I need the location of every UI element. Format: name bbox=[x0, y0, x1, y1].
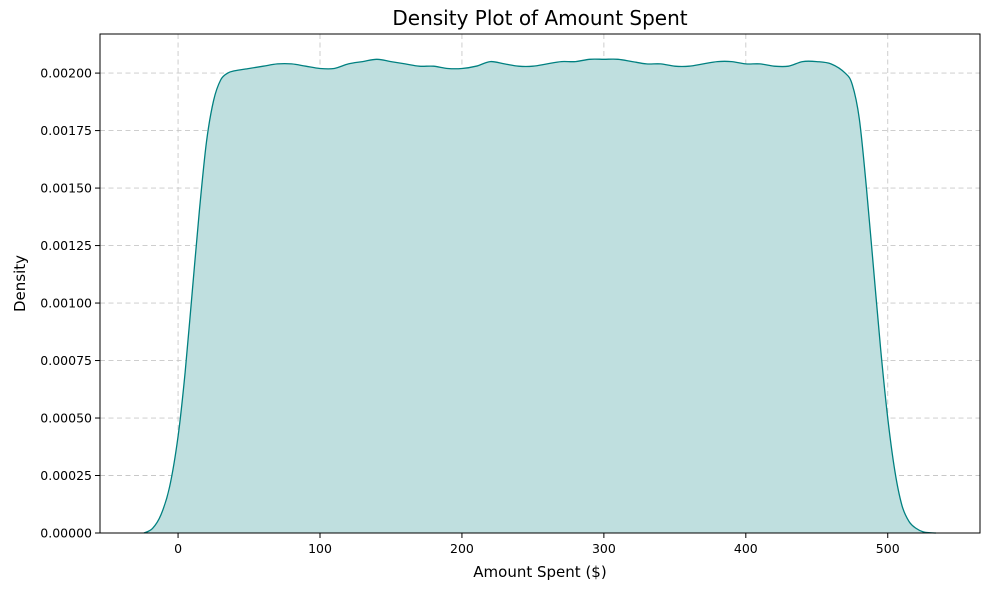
x-tick-label-5: 500 bbox=[876, 541, 900, 556]
y-tick-label-8: 0.00200 bbox=[40, 66, 92, 81]
x-axis-title: Amount Spent ($) bbox=[473, 563, 606, 581]
y-tick-label-3: 0.00075 bbox=[40, 353, 92, 368]
x-tick-label-4: 400 bbox=[734, 541, 758, 556]
chart-title: Density Plot of Amount Spent bbox=[392, 6, 687, 30]
y-tick-label-1: 0.00025 bbox=[40, 468, 92, 483]
density-fill bbox=[144, 59, 936, 533]
y-tick-label-6: 0.00150 bbox=[40, 181, 92, 196]
y-axis-title: Density bbox=[11, 255, 29, 312]
x-axis-ticks: 0 100 200 300 400 500 bbox=[174, 533, 900, 556]
density-line bbox=[143, 58, 937, 534]
density-area bbox=[143, 58, 937, 534]
y-tick-label-2: 0.00050 bbox=[40, 411, 92, 426]
plot-frame bbox=[99, 33, 981, 534]
y-axis-ticks: 0.00000 0.00025 0.00050 0.00075 0.00100 0.001… bbox=[40, 66, 100, 541]
y-tick-label-0: 0.00000 bbox=[40, 526, 92, 541]
x-tick-label-3: 300 bbox=[592, 541, 616, 556]
x-tick-label-0: 0 bbox=[174, 541, 182, 556]
y-tick-label-7: 0.00175 bbox=[40, 123, 92, 138]
y-tick-label-5: 0.00125 bbox=[40, 238, 92, 253]
x-tick-label-1: 100 bbox=[308, 541, 332, 556]
y-tick-label-4: 0.00100 bbox=[40, 296, 92, 311]
x-tick-label-2: 200 bbox=[450, 541, 474, 556]
